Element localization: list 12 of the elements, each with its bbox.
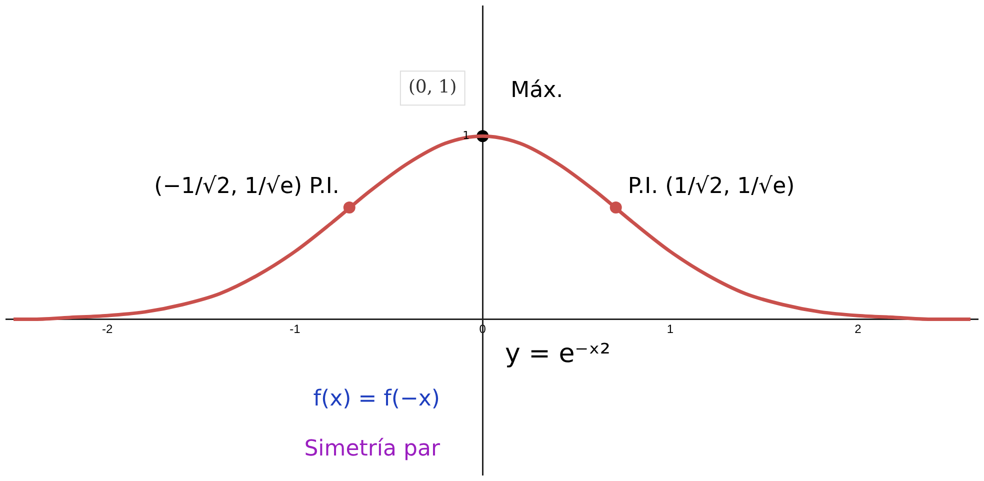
- text: f(x) = f(−x): [313, 386, 440, 412]
- x-tick-label: 2: [854, 322, 862, 336]
- annotation: (−1/√2, 1/√e) P.I.: [154, 174, 340, 200]
- annotation: (0, 1): [408, 76, 457, 98]
- x-tick-label: -1: [290, 322, 301, 336]
- annotation: Máx.: [510, 78, 564, 103]
- annotation: P.I. (1/√2, 1/√e): [628, 174, 795, 200]
- text: Simetría par: [304, 436, 441, 462]
- x-tick-label: 1: [666, 322, 674, 336]
- text: y = e⁻ˣ²: [505, 338, 610, 369]
- x-tick-label: -2: [102, 322, 113, 336]
- annotation: 1: [462, 128, 470, 142]
